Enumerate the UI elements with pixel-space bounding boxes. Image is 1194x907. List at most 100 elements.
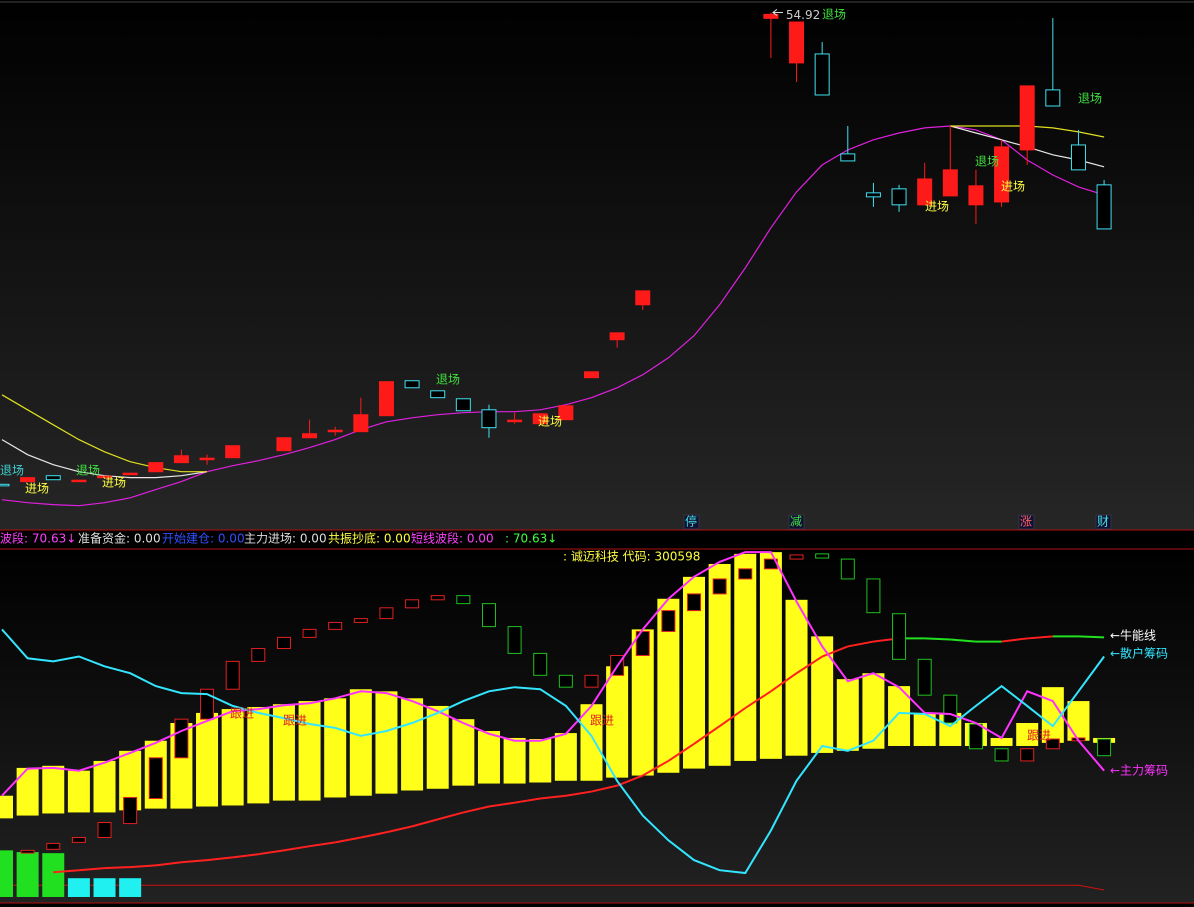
range-bar <box>708 563 731 766</box>
range-bar <box>221 709 244 806</box>
bull-line-segment <box>719 707 746 727</box>
signal-annotation: 进场 <box>925 200 949 214</box>
candle-body <box>430 390 446 399</box>
chip-box <box>994 748 1009 762</box>
green-bars <box>0 850 13 897</box>
bull-line-segment <box>258 849 285 856</box>
candle-body <box>225 445 241 459</box>
range-bar <box>503 737 526 784</box>
range-bar <box>913 712 936 746</box>
range-bar <box>247 706 270 804</box>
cyan-bars <box>119 878 142 897</box>
info-item: 波段: 70.63↓ <box>0 531 76 546</box>
high-label: 54.92 <box>786 8 820 22</box>
chip-box <box>405 599 420 609</box>
candle-body <box>917 178 933 206</box>
bull-line-segment <box>795 655 823 675</box>
chip-box <box>712 578 727 595</box>
range-bar <box>862 673 885 749</box>
candle-body <box>994 146 1010 203</box>
signal-box <box>683 514 700 530</box>
bull-line-segment <box>386 825 413 834</box>
candle-body <box>814 53 830 96</box>
cyan-bars <box>93 878 116 897</box>
range-bar <box>375 691 398 794</box>
bull-line-segment <box>540 794 566 800</box>
info-item: 准备资金: 0.00 <box>78 531 161 546</box>
range-bar <box>324 698 347 798</box>
range-bar <box>785 599 808 756</box>
candle-body <box>532 413 548 425</box>
chip-box <box>71 836 86 843</box>
stock-title: : 诚迈科技 代码: 300598 <box>563 550 700 564</box>
range-bar <box>119 750 142 811</box>
bull-line-segment <box>206 856 233 862</box>
chip-box <box>46 842 61 850</box>
range-bar <box>1016 723 1039 746</box>
bull-line-segment <box>309 841 336 848</box>
candle-body <box>71 479 87 483</box>
signal-label: 涨 <box>1020 514 1032 529</box>
chip-box <box>481 603 496 628</box>
range-bar <box>1041 687 1064 743</box>
info-item: 主力进场: 0.00 <box>244 532 327 546</box>
series-label: ←牛能线 <box>1110 628 1156 643</box>
candle-body <box>0 483 10 487</box>
bull-line-segment <box>232 853 259 859</box>
ma-line <box>1 125 1105 507</box>
chip-box <box>97 822 112 838</box>
bull-line-segment <box>950 638 977 643</box>
candle-body <box>378 381 394 417</box>
chip-box <box>456 595 471 605</box>
range-bar <box>93 760 116 813</box>
chip-box <box>533 652 548 676</box>
bull-line-segment <box>411 818 438 828</box>
info-item: 短线波段: 0.00 <box>411 531 494 546</box>
chip-box <box>1045 738 1060 750</box>
candle-body <box>122 472 138 476</box>
candle-body <box>891 188 907 206</box>
signal-annotation: 退场 <box>822 8 846 22</box>
chip-box <box>353 618 368 623</box>
range-bar <box>554 733 577 781</box>
range-bar <box>426 705 449 789</box>
range-bar <box>888 686 911 746</box>
range-bar <box>759 552 782 759</box>
chip-box <box>789 554 804 560</box>
candle-body <box>609 332 625 341</box>
bull-line-segment <box>693 725 721 745</box>
info-item: 共振抄底: 0.00 <box>328 531 411 546</box>
candle-body <box>789 21 805 64</box>
top-panel <box>0 0 1194 530</box>
range-bar <box>580 704 603 781</box>
chip-box <box>584 674 599 688</box>
bull-line-segment <box>360 831 387 839</box>
range-bar <box>42 765 65 814</box>
bull-line-segment <box>770 672 798 693</box>
high-arrow <box>772 9 783 16</box>
follow-annotation: 跟进 <box>1027 729 1051 743</box>
candle-body <box>404 380 420 389</box>
candle-body <box>20 477 36 483</box>
bull-line-segment <box>642 760 669 777</box>
range-bar <box>1067 701 1090 741</box>
bull-line-segment <box>667 743 695 762</box>
signal-box <box>788 514 805 530</box>
chip-line <box>1 551 1105 797</box>
signal-annotation: 退场 <box>76 464 100 478</box>
range-bar <box>606 666 629 778</box>
bull-line-segment <box>130 864 156 869</box>
signal-annotation: 进场 <box>1001 180 1025 194</box>
range-bar <box>811 636 834 753</box>
range-bar <box>836 679 859 751</box>
chip-box <box>892 613 907 660</box>
range-bar <box>401 698 424 791</box>
candle-body <box>583 371 599 379</box>
range-bar <box>0 795 13 819</box>
chip-box <box>687 593 702 612</box>
chip-box <box>148 757 163 800</box>
signal-label: 减 <box>790 515 802 529</box>
candle-body <box>558 405 574 421</box>
signal-annotation: 退场 <box>1078 92 1102 106</box>
